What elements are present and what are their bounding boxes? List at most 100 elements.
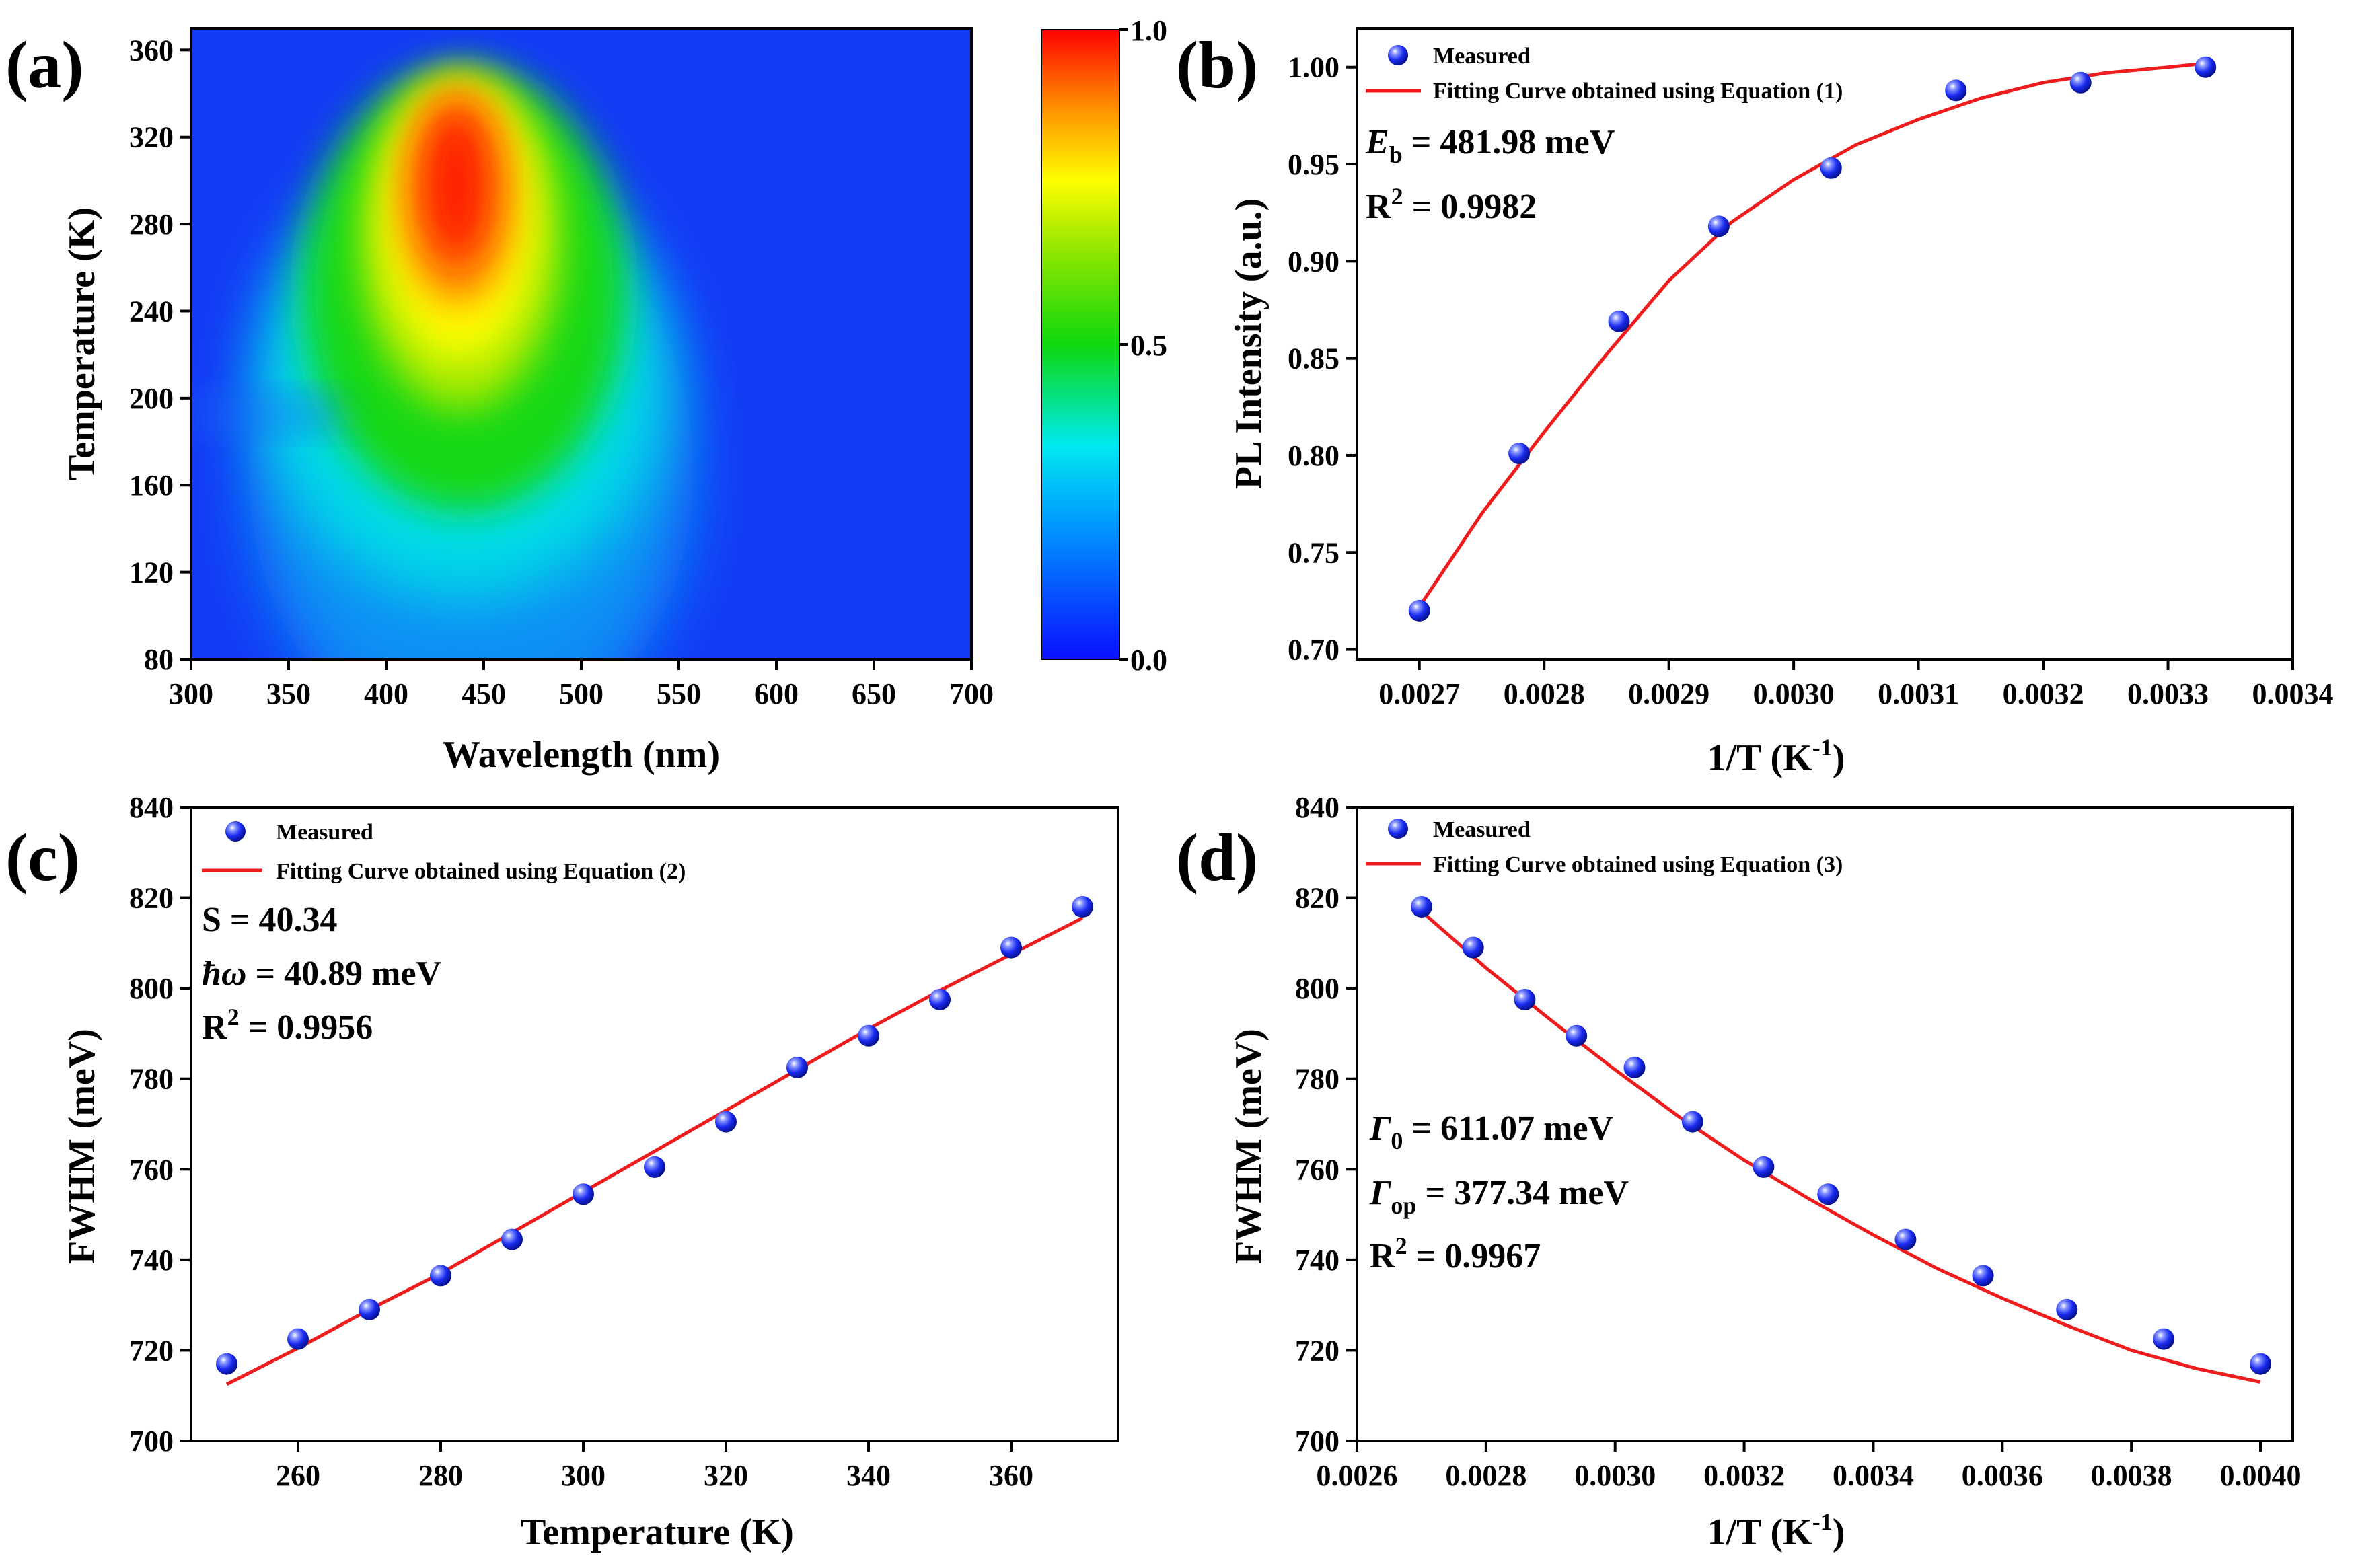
data-point <box>1508 443 1531 465</box>
annotation-hbar-omega: ħω = 40.89 meV <box>202 955 441 993</box>
fit-curve <box>1420 909 2261 1384</box>
data-point <box>929 988 951 1010</box>
data-point <box>216 1353 237 1375</box>
y-tick-label: 720 <box>129 1334 174 1367</box>
x-tick-label: 340 <box>846 1459 891 1492</box>
legend-label-measured: Measured <box>1433 817 1531 842</box>
y-tick-label: 700 <box>129 1425 174 1458</box>
panel-b-pl-intensity: (b) 0.0027 0.0028 0.0029 0.0030 0.0031 0.0032… <box>1176 27 2334 779</box>
panel-d-axes: 0.0026 0.0028 0.0030 0.0032 0.0034 0.0036 0.00… <box>1295 791 2302 1492</box>
data-point <box>858 1024 879 1047</box>
panel-a-ylabel: Temperature (K) <box>61 207 103 480</box>
x-tick-label: 450 <box>462 677 506 710</box>
data-point <box>1817 1183 1839 1205</box>
colorbar-tick-label: 0.5 <box>1130 329 1167 362</box>
data-point <box>1820 157 1842 179</box>
panel-d-xlabel: 1/T (K-1) <box>1707 1508 1845 1553</box>
y-tick-label: 720 <box>1295 1334 1339 1367</box>
y-tick-label: 840 <box>129 791 174 824</box>
x-tick-label: 700 <box>949 677 994 710</box>
data-point <box>1072 896 1093 918</box>
y-tick-label: 800 <box>129 972 174 1005</box>
x-tick-label: 260 <box>276 1459 320 1492</box>
x-tick-label: 0.0026 <box>1317 1459 1398 1492</box>
y-tick-label: 0.75 <box>1288 536 1339 569</box>
data-point <box>2250 1353 2272 1375</box>
panel-b-ylabel: PL Intensity (a.u.) <box>1228 198 1269 490</box>
panel-a-xlabel: Wavelength (nm) <box>443 734 720 776</box>
x-tick-label: 0.0032 <box>2003 677 2084 710</box>
x-tick-label: 300 <box>561 1459 605 1492</box>
panel-a-heatmap: (a) 300 350 400 450 500 550 600 650 700 80 120 160 2… <box>5 14 1167 776</box>
legend-label-fit: Fitting Curve obtained using Equation (2… <box>276 859 686 884</box>
data-point <box>430 1265 451 1287</box>
y-tick-label: 0.80 <box>1288 439 1339 472</box>
data-point <box>1408 599 1430 622</box>
x-tick-label: 0.0034 <box>2252 677 2334 710</box>
x-tick-label: 0.0028 <box>1504 677 1585 710</box>
plot-frame <box>1356 27 2294 661</box>
panel-c-xlabel: Temperature (K) <box>521 1511 794 1553</box>
x-tick-label: 0.0030 <box>1574 1459 1656 1492</box>
x-tick-label: 650 <box>852 677 896 710</box>
panel-d-letter: (d) <box>1176 820 1258 895</box>
y-tick-label: 760 <box>129 1153 174 1186</box>
x-tick-label: 320 <box>704 1459 748 1492</box>
legend-marker-measured <box>1388 819 1408 839</box>
annotation-s: S = 40.34 <box>202 901 338 939</box>
x-tick-label: 0.0031 <box>1878 677 1959 710</box>
data-point <box>1566 1024 1588 1047</box>
data-point <box>1623 1056 1646 1078</box>
x-tick-label: 400 <box>364 677 408 710</box>
legend-marker-measured <box>1388 45 1408 65</box>
y-tick-label: 820 <box>1295 882 1339 915</box>
y-tick-label: 80 <box>144 643 174 676</box>
data-point <box>1514 988 1536 1010</box>
panel-c-letter: (c) <box>5 820 80 895</box>
annotation-r2: R2 = 0.9956 <box>202 1004 373 1047</box>
x-tick-label: 0.0038 <box>2091 1459 2172 1492</box>
heatmap-field <box>191 28 971 659</box>
x-tick-label: 300 <box>169 677 213 710</box>
y-tick-label: 360 <box>129 34 174 67</box>
panel-b-letter: (b) <box>1176 28 1258 102</box>
x-tick-label: 360 <box>989 1459 1033 1492</box>
panel-c-ylabel: FWHM (meV) <box>61 1029 103 1264</box>
y-tick-label: 0.95 <box>1288 148 1339 181</box>
data-point <box>1753 1156 1775 1178</box>
data-point <box>1972 1265 1994 1287</box>
x-tick-label: 500 <box>559 677 603 710</box>
y-tick-label: 160 <box>129 469 174 502</box>
x-tick-label: 0.0040 <box>2220 1459 2302 1492</box>
panel-d-fwhm-vs-inverse-temperature: (d) 0.0026 0.0028 0.0030 0.0032 0.0034 0.0036… <box>1176 791 2302 1553</box>
plot-frame <box>1356 806 2294 1442</box>
x-tick-label: 0.0036 <box>1962 1459 2043 1492</box>
y-tick-label: 780 <box>129 1063 174 1096</box>
annotation-r2: R2 = 0.9982 <box>1366 183 1537 226</box>
legend-marker-measured <box>225 821 246 842</box>
y-tick-label: 840 <box>1295 791 1339 824</box>
legend-label-fit: Fitting Curve obtained using Equation (3… <box>1433 852 1843 877</box>
data-point <box>2195 56 2217 78</box>
y-tick-label: 120 <box>129 556 174 589</box>
panel-b-axes: 0.0027 0.0028 0.0029 0.0030 0.0031 0.0032 0.00… <box>1288 27 2334 710</box>
annotation-gamma0: Γ0 = 611.07 meV <box>1369 1109 1613 1154</box>
data-point <box>1410 896 1432 918</box>
x-tick-label: 0.0029 <box>1628 677 1709 710</box>
colorbar-tick-label: 0.0 <box>1130 644 1167 677</box>
legend: Measured Fitting Curve obtained using Eq… <box>1366 44 1843 104</box>
x-tick-label: 0.0028 <box>1445 1459 1526 1492</box>
legend: Measured Fitting Curve obtained using Eq… <box>202 820 686 884</box>
data-point <box>2153 1328 2175 1350</box>
data-point <box>1681 1111 1703 1133</box>
y-tick-label: 320 <box>129 121 174 154</box>
y-tick-label: 0.85 <box>1288 342 1339 375</box>
y-tick-label: 780 <box>1295 1063 1339 1096</box>
legend: Measured Fitting Curve obtained using Eq… <box>1366 817 1843 877</box>
data-point <box>2056 1298 2078 1320</box>
data-point <box>2069 71 2092 94</box>
x-tick-label: 0.0033 <box>2127 677 2209 710</box>
y-tick-label: 760 <box>1295 1153 1339 1186</box>
y-tick-label: 820 <box>129 882 174 915</box>
data-point <box>501 1228 523 1250</box>
